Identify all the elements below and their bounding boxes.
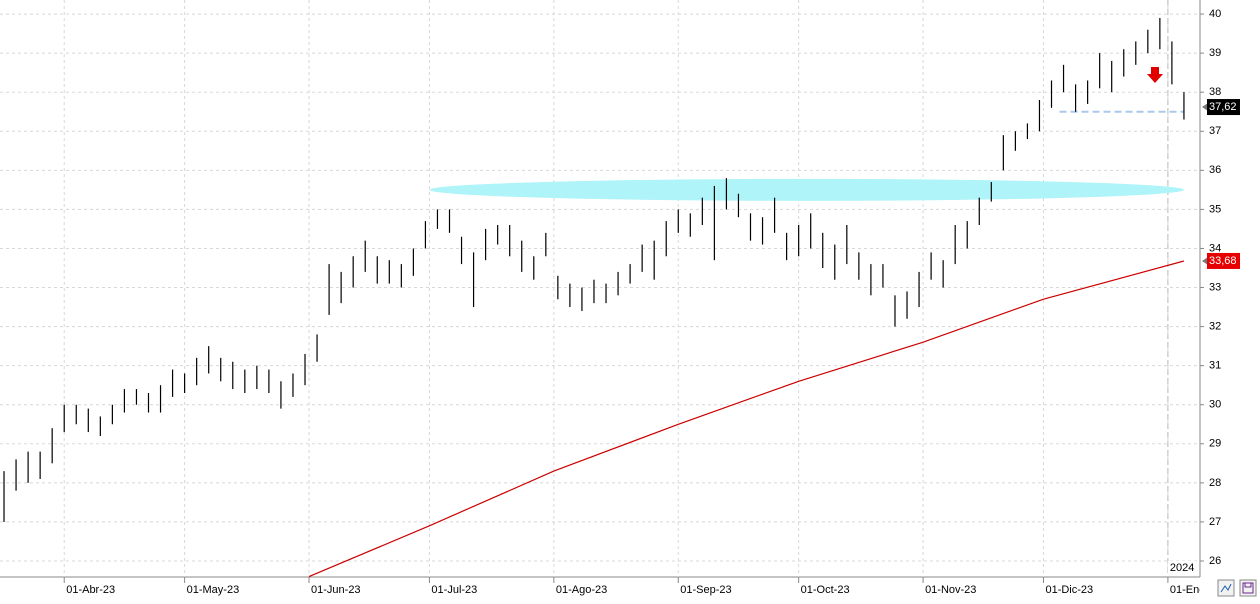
price-tag-pointer [1202, 103, 1208, 112]
moving-average [308, 260, 1185, 578]
y-tick-label: 31 [1209, 360, 1221, 372]
y-tick-label: 34 [1209, 242, 1221, 254]
price-tag [1207, 252, 1240, 269]
x-tick-label: 01-May-23 [187, 584, 240, 596]
y-tick-label: 36 [1209, 164, 1221, 176]
y-tick-label: 35 [1209, 203, 1221, 215]
x-tick-label: 01-Jun-23 [311, 584, 361, 596]
y-tick-label: 32 [1209, 320, 1221, 332]
x-tick-label: 01-Dic-23 [1045, 584, 1093, 596]
y-tick-label: 39 [1209, 47, 1221, 59]
y-tick-label: 33 [1209, 281, 1221, 293]
price-tag-label: 33,68 [1209, 255, 1237, 267]
resistance-zone [429, 178, 1184, 201]
y-tick-label: 40 [1209, 8, 1221, 20]
x-tick-label: 01-Ago-23 [556, 584, 607, 596]
x-tick-label: 01-Oct-23 [801, 584, 850, 596]
x-tick-label: 01-Sep-23 [680, 584, 731, 596]
y-tick-label: 37 [1209, 125, 1221, 137]
x-tick-label: 01-Ene-24 [1170, 584, 1221, 596]
x-tick-label: 01-Abr-23 [66, 584, 115, 596]
year-label-bg [1167, 561, 1196, 575]
save-button[interactable] [1239, 579, 1257, 597]
x-tick-label: 01-Nov-23 [925, 584, 976, 596]
y-tick-label: 27 [1209, 516, 1221, 528]
year-label: 2024 [1170, 562, 1194, 574]
y-tick-label: 26 [1209, 555, 1221, 567]
x-tick-label: 01-Jul-23 [431, 584, 477, 596]
y-tick-label: 30 [1209, 399, 1221, 411]
save-icon [1242, 582, 1254, 594]
y-tick-label: 28 [1209, 477, 1221, 489]
price-tag-label: 37,62 [1209, 101, 1237, 113]
price-tag-pointer [1202, 256, 1208, 265]
down-arrow [1147, 67, 1163, 83]
y-tick-label: 29 [1209, 438, 1221, 450]
price-tag [1207, 99, 1240, 116]
zoom-icon [1220, 583, 1232, 593]
y-tick-label: 38 [1209, 86, 1221, 98]
